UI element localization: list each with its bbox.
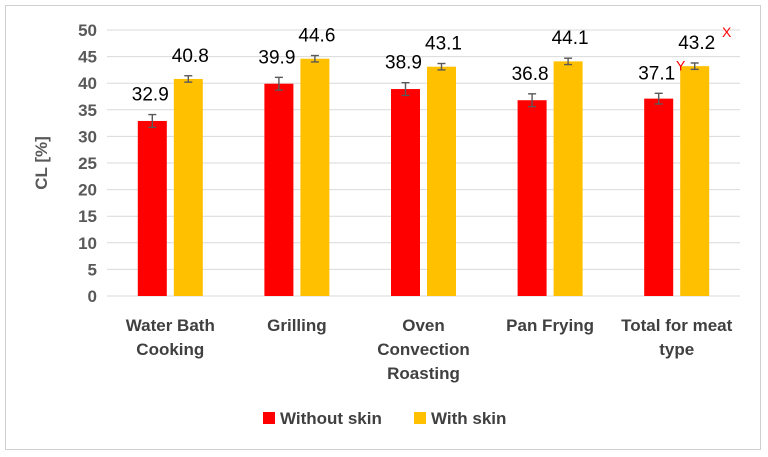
bar [173,78,203,296]
data-labels: 32.940.8 39.944.6 38.943.1 36.844.1 37.1 Y 43.… [132,24,732,106]
x-category-label: Pan Frying [506,316,594,335]
bar [517,100,547,296]
x-category-label: Oven [402,316,445,335]
x-category-label: Convection [377,340,470,359]
y-tick-label: 15 [78,207,97,226]
x-category-label: Grilling [267,316,327,335]
legend: Without skin With skin [263,409,506,428]
y-tick-label: 10 [78,234,97,253]
data-label: 43.1 [425,34,462,55]
bar [300,58,330,297]
y-tick-label: 20 [78,181,97,200]
data-label: 44.1 [552,28,589,49]
bars [137,54,710,297]
legend-label: With skin [431,409,506,428]
gridlines [107,29,740,297]
x-category-label: type [659,340,694,359]
data-label: 44.6 [298,26,335,47]
legend-swatch [414,412,426,424]
x-axis-labels: Water Bath Cooking Grilling Oven Convection R… [126,316,733,383]
y-tick-label: 45 [78,48,97,67]
y-tick-label: 25 [78,154,97,173]
y-tick-label: 5 [88,260,97,279]
data-label: 43.2 [678,33,715,54]
legend-swatch [263,412,275,424]
x-category-label: Total for meat [621,316,732,335]
bar [427,66,456,296]
y-axis-ticks: 0 5 10 15 20 25 30 35 40 45 50 [78,21,97,306]
bar [644,98,674,297]
bar [553,61,583,296]
y-axis-title: CL [%] [32,136,51,190]
data-label: 32.9 [132,85,169,106]
significance-letter: Y [676,57,686,73]
data-label: 37.1 [638,63,675,84]
bar [264,83,294,297]
x-category-label: Cooking [136,340,204,359]
x-category-label: Roasting [387,364,460,383]
data-label: 40.8 [172,46,209,67]
bar [680,66,710,297]
data-label: 38.9 [385,53,422,74]
bar [391,89,420,296]
significance-letter: X [722,24,732,40]
data-label: 36.8 [512,64,549,85]
y-tick-label: 30 [78,127,97,146]
legend-label: Without skin [280,409,382,428]
x-category-label: Water Bath [126,316,215,335]
chart-frame [5,5,761,450]
y-tick-label: 0 [88,287,97,306]
bar [137,120,167,296]
y-tick-label: 50 [78,21,97,40]
y-tick-label: 35 [78,101,97,120]
data-label: 39.9 [258,47,295,68]
y-tick-label: 40 [78,74,97,93]
